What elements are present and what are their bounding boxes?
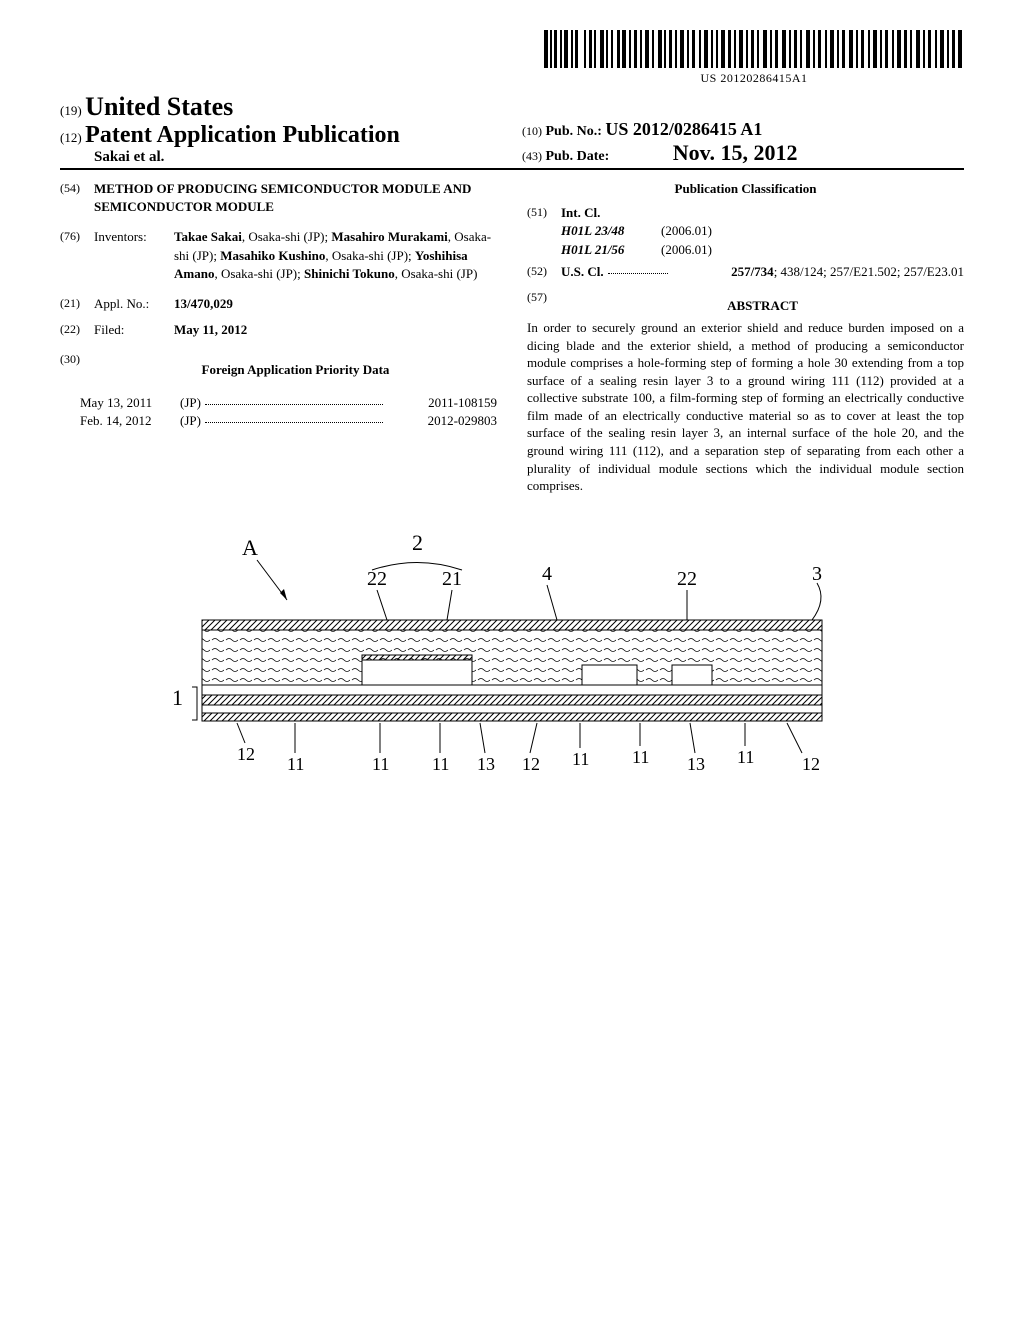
intcl-year: (2006.01) — [661, 241, 761, 259]
svg-text:3: 3 — [812, 563, 822, 585]
svg-text:22: 22 — [677, 568, 697, 590]
right-column: Publication Classification (51) Int. Cl.… — [527, 180, 964, 495]
filed-value: May 11, 2012 — [174, 322, 247, 337]
uscl-value: 257/734; 438/124; 257/E21.502; 257/E23.0… — [672, 263, 964, 281]
dots-icon — [608, 263, 668, 274]
uscl-code: (52) — [527, 263, 561, 281]
abstract-heading: ABSTRACT — [561, 297, 964, 315]
inventors-label: Inventors: — [94, 228, 174, 283]
priority-num: 2011-108159 — [387, 394, 497, 412]
pub-type: Patent Application Publication — [85, 122, 400, 148]
priority-row: May 13, 2011 (JP) 2011-108159 — [80, 394, 497, 412]
filed-code: (22) — [60, 321, 94, 339]
svg-text:11: 11 — [737, 747, 754, 767]
pub-no-prefix: (10) — [522, 124, 542, 138]
svg-text:11: 11 — [287, 754, 304, 774]
svg-text:A: A — [242, 535, 258, 560]
svg-text:11: 11 — [372, 754, 389, 774]
svg-text:13: 13 — [687, 754, 705, 774]
priority-code: (30) — [60, 351, 94, 385]
intcl-class: H01L 21/56 — [561, 241, 661, 259]
svg-text:2: 2 — [412, 530, 423, 555]
intcl-class: H01L 23/48 — [561, 222, 661, 240]
dots-icon — [205, 394, 383, 405]
barcode-icon: US 20120286415A1 — [544, 30, 964, 86]
abstract-code: (57) — [527, 289, 561, 319]
pub-date-prefix: (43) — [522, 149, 542, 163]
filed-label: Filed: — [94, 321, 174, 339]
priority-country: (JP) — [180, 394, 201, 412]
svg-text:11: 11 — [432, 754, 449, 774]
header: (19) United States (12) Patent Applicati… — [60, 92, 964, 170]
svg-text:21: 21 — [442, 568, 462, 590]
svg-text:12: 12 — [237, 744, 255, 764]
inventors-list: Takae Sakai, Osaka-shi (JP); Masahiro Mu… — [174, 228, 497, 283]
priority-date: May 13, 2011 — [80, 394, 180, 412]
svg-text:11: 11 — [632, 747, 649, 767]
intcl-label: Int. Cl. — [561, 205, 600, 220]
intcl-row: H01L 21/56 (2006.01) — [527, 241, 964, 259]
pub-date-label: Pub. Date: — [546, 149, 610, 164]
priority-country: (JP) — [180, 412, 201, 430]
pub-date-value: Nov. 15, 2012 — [673, 140, 798, 165]
intcl-year: (2006.01) — [661, 222, 761, 240]
svg-text:22: 22 — [367, 568, 387, 590]
left-column: (54) METHOD OF PRODUCING SEMICONDUCTOR M… — [60, 180, 497, 495]
svg-text:13: 13 — [477, 754, 495, 774]
pub-type-prefix: (12) — [60, 130, 82, 145]
title-code: (54) — [60, 180, 94, 216]
applno-value: 13/470,029 — [174, 296, 233, 311]
invention-title: METHOD OF PRODUCING SEMICONDUCTOR MODULE… — [94, 180, 497, 216]
country-prefix: (19) — [60, 103, 82, 118]
intcl-code: (51) — [527, 204, 561, 222]
pub-no-value: US 2012/0286415 A1 — [605, 119, 762, 139]
inventors-code: (76) — [60, 228, 94, 283]
abstract-text: In order to securely ground an exterior … — [527, 319, 964, 494]
pub-no-label: Pub. No.: — [546, 124, 602, 139]
intcl-row: H01L 23/48 (2006.01) — [527, 222, 964, 240]
priority-row: Feb. 14, 2012 (JP) 2012-029803 — [80, 412, 497, 430]
priority-date: Feb. 14, 2012 — [80, 412, 180, 430]
svg-text:12: 12 — [802, 754, 820, 774]
svg-text:4: 4 — [542, 563, 552, 585]
barcode-block: US 20120286415A1 — [60, 30, 964, 87]
authors-line: Sakai et al. — [94, 149, 502, 166]
patent-figure: A 2 22 21 4 22 3 — [60, 525, 964, 810]
barcode-number: US 20120286415A1 — [544, 71, 964, 86]
priority-num: 2012-029803 — [387, 412, 497, 430]
svg-text:12: 12 — [522, 754, 540, 774]
applno-label: Appl. No.: — [94, 295, 174, 313]
svg-text:11: 11 — [572, 749, 589, 769]
dots-icon — [205, 412, 383, 423]
applno-code: (21) — [60, 295, 94, 313]
country-name: United States — [85, 92, 233, 121]
pub-class-heading: Publication Classification — [527, 180, 964, 198]
uscl-label: U.S. Cl. — [561, 264, 604, 279]
priority-heading: Foreign Application Priority Data — [94, 361, 497, 379]
svg-text:1: 1 — [172, 685, 183, 710]
